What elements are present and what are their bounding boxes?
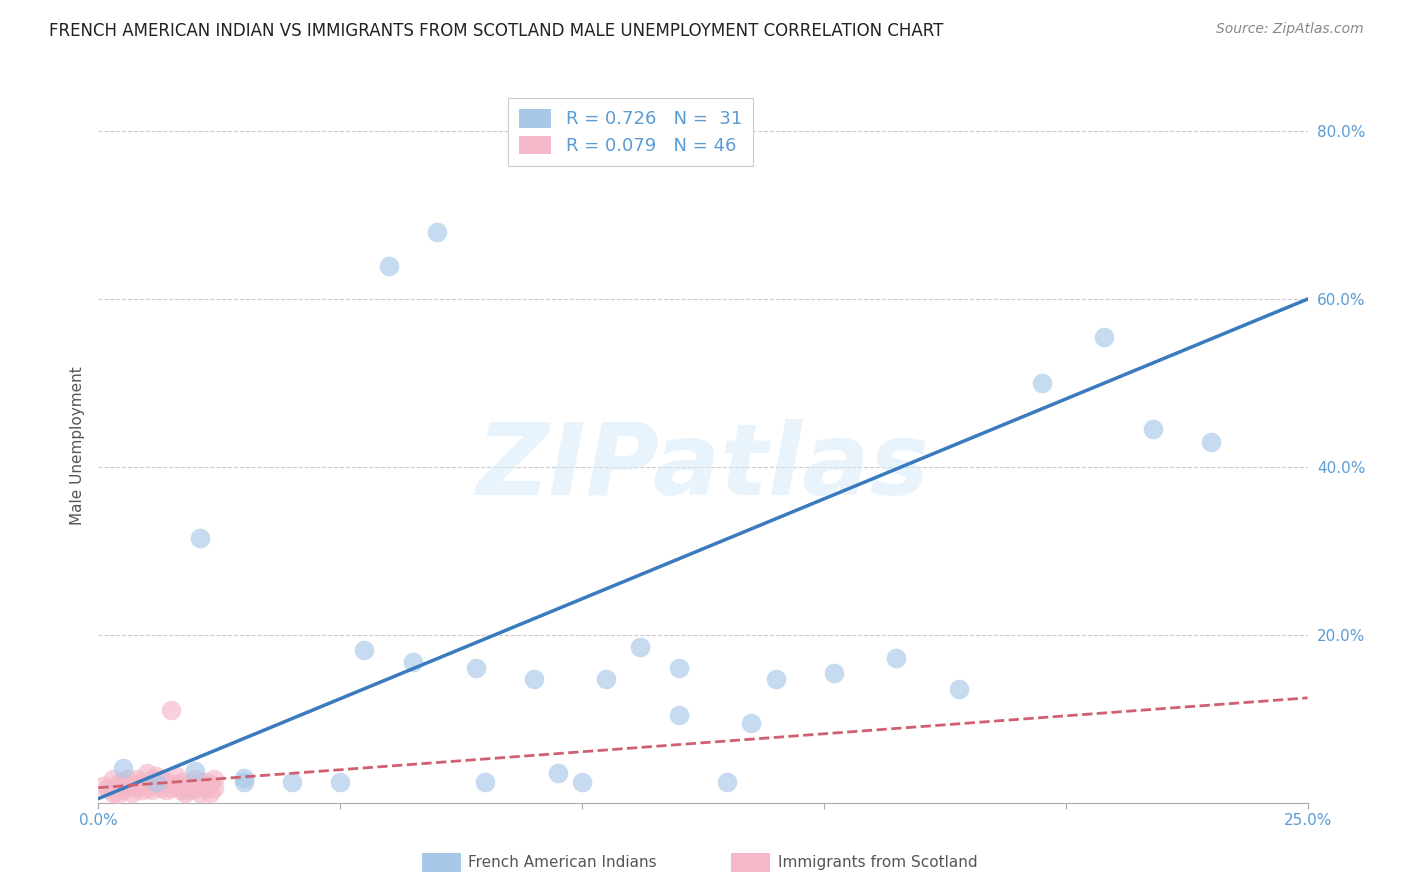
Point [464, 661, 486, 675]
Point [121, 777, 143, 791]
Point [194, 780, 217, 795]
Point [101, 786, 124, 800]
Point [145, 769, 167, 783]
Point [198, 786, 221, 800]
Point [198, 777, 221, 791]
Point [169, 774, 191, 789]
Point [111, 760, 134, 774]
Point [150, 780, 173, 795]
Point [329, 774, 352, 789]
Point [595, 672, 617, 686]
Point [232, 771, 254, 785]
Point [353, 643, 375, 657]
Point [141, 783, 163, 797]
Point [765, 672, 787, 686]
Point [628, 640, 651, 655]
Point [127, 780, 149, 795]
Point [886, 651, 908, 665]
Point [281, 774, 304, 789]
Point [117, 772, 139, 787]
Point [97, 780, 120, 795]
Point [145, 777, 167, 791]
Text: Immigrants from Scotland: Immigrants from Scotland [778, 855, 977, 870]
Point [948, 682, 970, 697]
Point [571, 774, 593, 789]
Legend: R = 0.726   N =  31, R = 0.079   N = 46: R = 0.726 N = 31, R = 0.079 N = 46 [508, 98, 752, 166]
Point [232, 774, 254, 789]
Point [101, 772, 124, 787]
Point [174, 780, 197, 795]
Point [111, 774, 134, 789]
Point [111, 783, 134, 797]
Point [179, 777, 201, 791]
Point [204, 772, 226, 787]
Point [377, 259, 399, 273]
Text: French American Indians: French American Indians [468, 855, 657, 870]
Point [402, 655, 425, 669]
Point [184, 772, 207, 787]
Point [426, 225, 449, 239]
Point [668, 661, 690, 675]
Point [165, 769, 187, 783]
Y-axis label: Male Unemployment: Male Unemployment [69, 367, 84, 525]
Point [135, 780, 157, 795]
Point [150, 772, 173, 787]
Point [107, 788, 129, 802]
Point [194, 774, 217, 789]
Point [121, 786, 143, 800]
Point [135, 766, 157, 780]
Point [474, 774, 496, 789]
Point [131, 774, 153, 789]
Point [668, 707, 690, 722]
Text: ZIPatlas: ZIPatlas [477, 419, 929, 516]
Point [740, 716, 762, 731]
Point [160, 780, 183, 795]
Point [1142, 422, 1164, 436]
Text: FRENCH AMERICAN INDIAN VS IMMIGRANTS FROM SCOTLAND MALE UNEMPLOYMENT CORRELATION: FRENCH AMERICAN INDIAN VS IMMIGRANTS FRO… [49, 22, 943, 40]
Point [160, 703, 183, 717]
Point [117, 780, 139, 795]
Point [188, 777, 211, 791]
Point [169, 783, 191, 797]
Point [179, 783, 201, 797]
Point [1199, 434, 1222, 449]
Point [91, 779, 114, 793]
Point [716, 774, 738, 789]
Point [1031, 376, 1053, 390]
Point [1094, 330, 1116, 344]
Point [141, 772, 163, 787]
Point [174, 786, 197, 800]
Point [127, 772, 149, 787]
Point [184, 764, 207, 778]
Point [145, 774, 167, 789]
Point [188, 532, 211, 546]
Point [165, 777, 187, 791]
Point [823, 665, 845, 680]
Point [547, 766, 569, 780]
Point [204, 780, 226, 795]
Point [184, 780, 207, 795]
Point [155, 783, 177, 797]
Text: Source: ZipAtlas.com: Source: ZipAtlas.com [1216, 22, 1364, 37]
Point [188, 786, 211, 800]
Point [155, 774, 177, 789]
Point [523, 672, 546, 686]
Point [107, 777, 129, 791]
Point [131, 783, 153, 797]
